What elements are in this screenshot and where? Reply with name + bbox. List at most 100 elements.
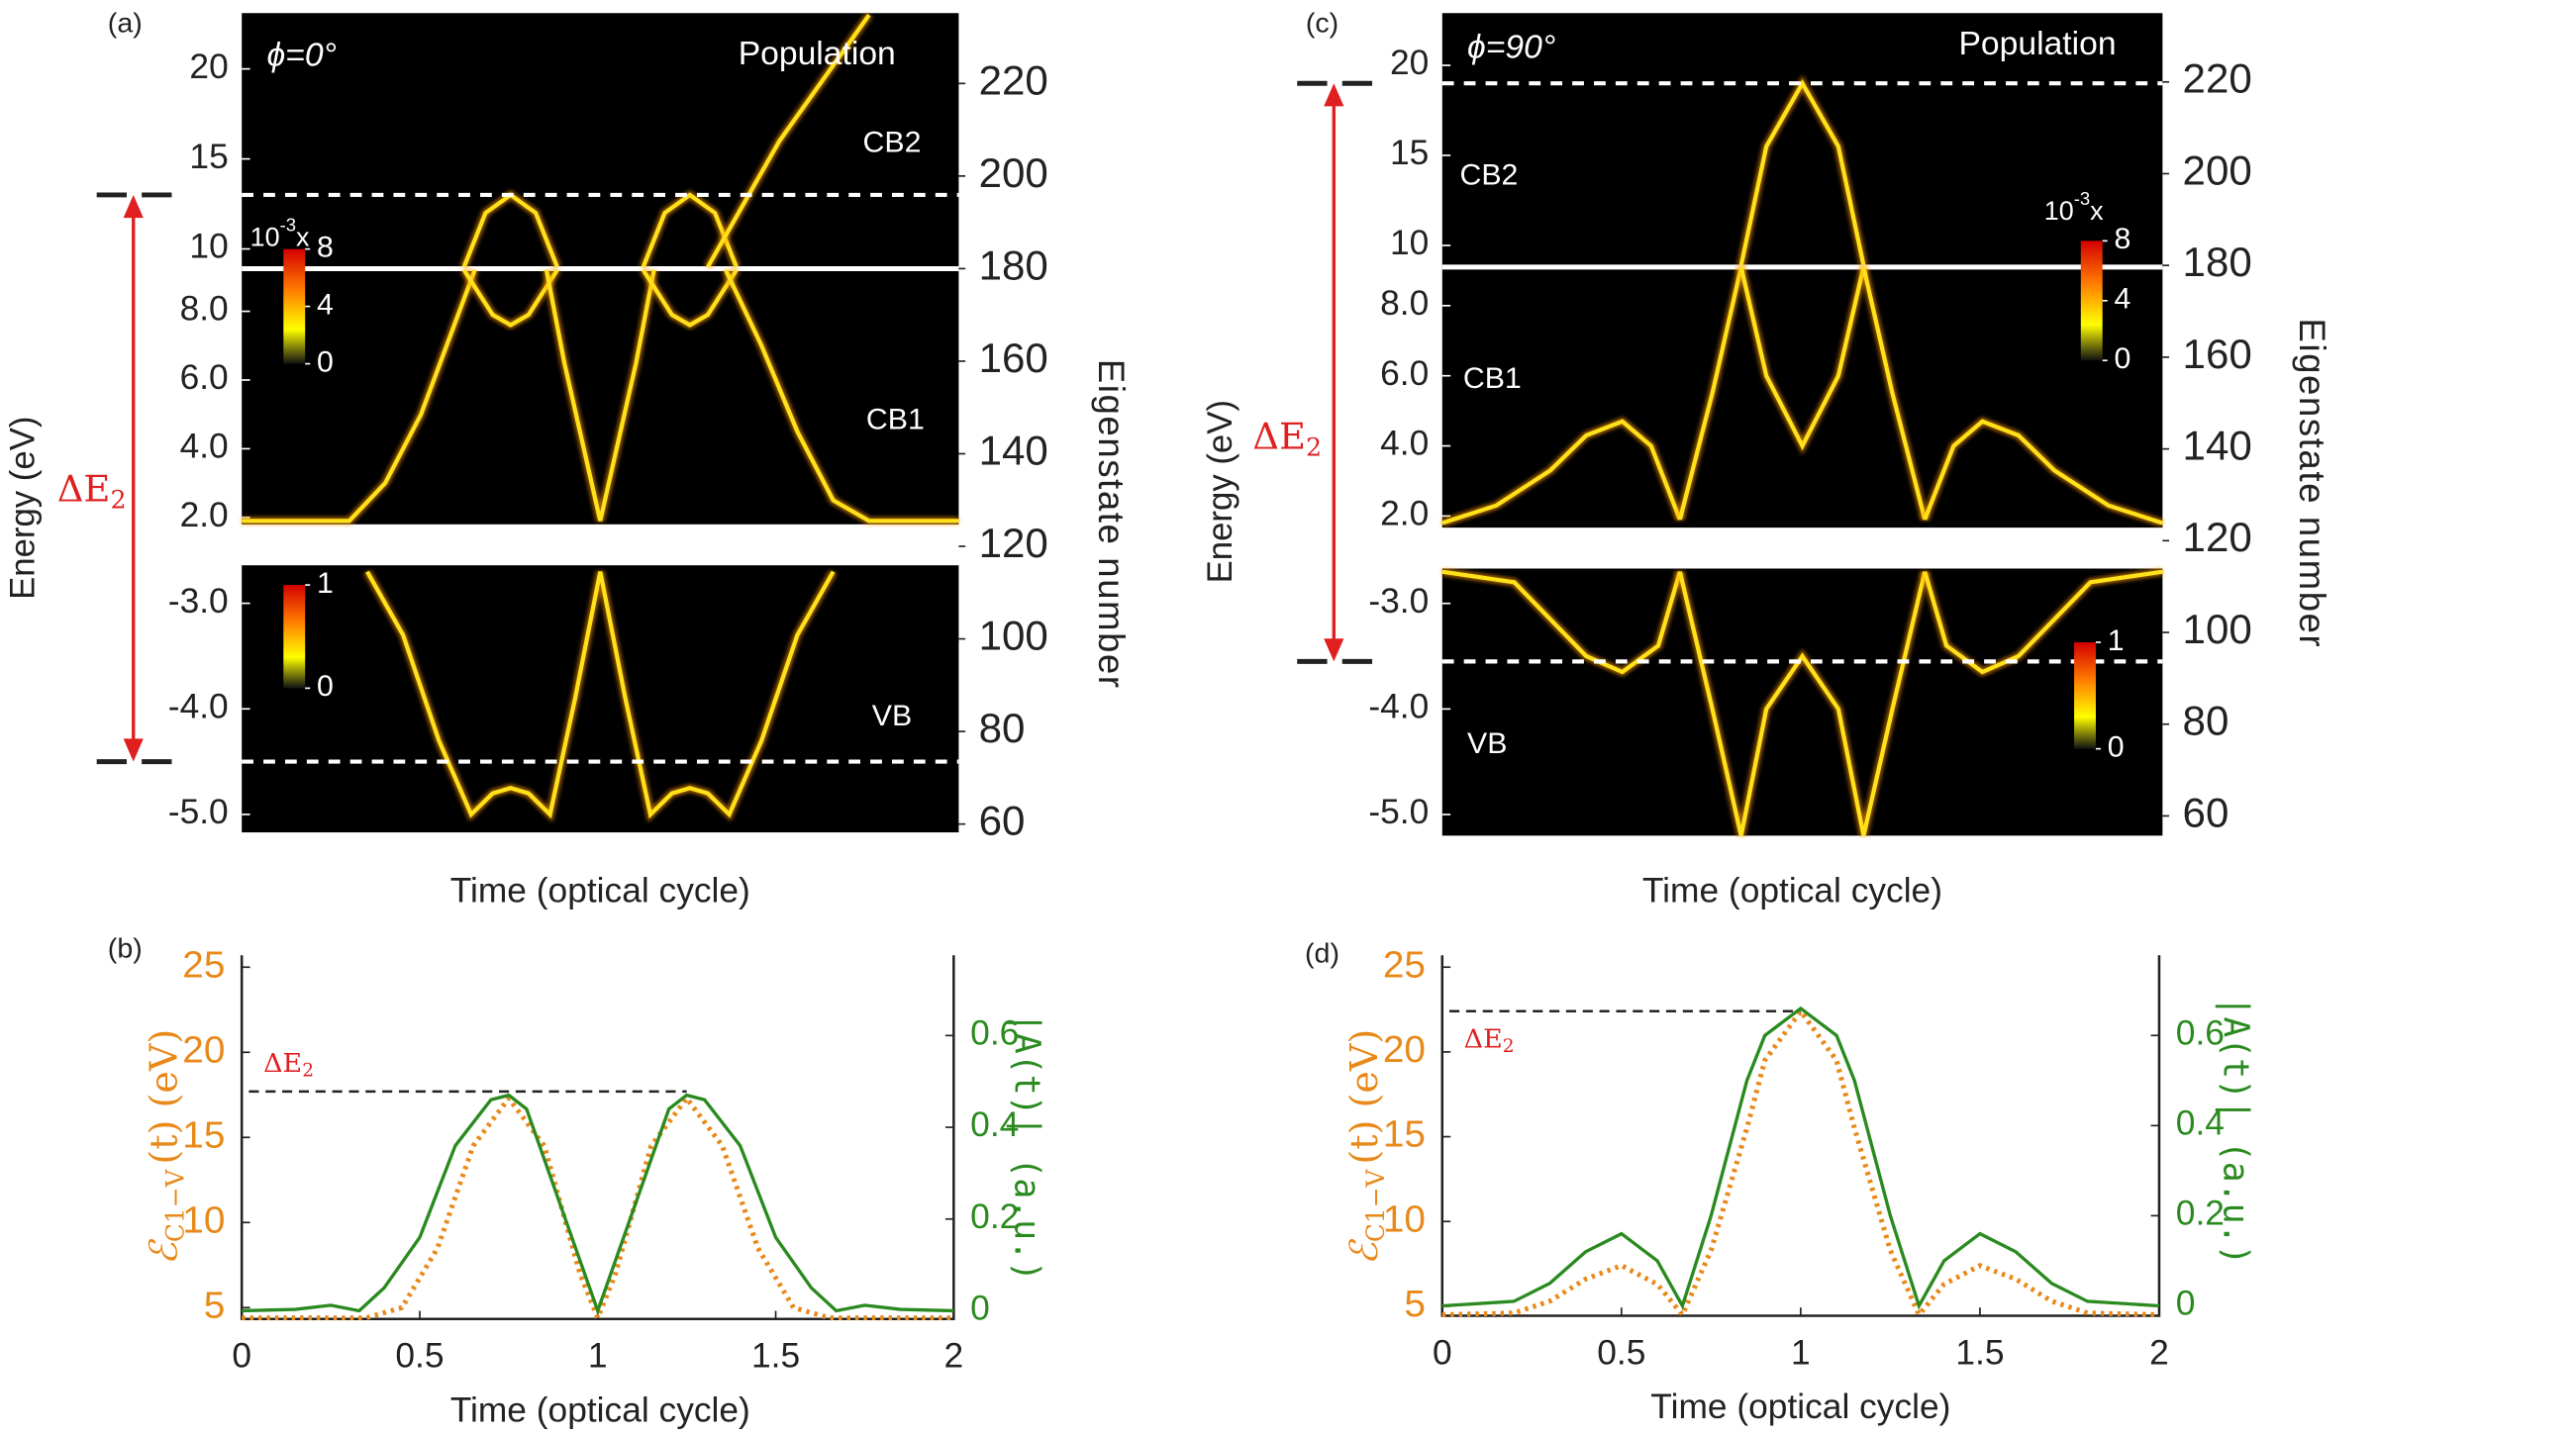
x-tick-label: 1 [1791, 1334, 1811, 1373]
population-trace [1441, 419, 1682, 526]
y-tick-label: 2.0 [180, 496, 229, 534]
colorbar-scale: 10-3x [250, 214, 311, 251]
series-line [242, 1093, 954, 1316]
x-tick-label: 1 [588, 1337, 608, 1376]
y-tick-label: 10 [1390, 224, 1429, 262]
y2-tick-label: 100 [2183, 606, 2252, 652]
series-line [1441, 1006, 2160, 1310]
series-line [1441, 1006, 2160, 1320]
delta-label: ΔE2 [1252, 415, 1322, 461]
y-tick-label: 15 [1390, 134, 1429, 172]
y2-tick-label: 100 [979, 613, 1048, 659]
population-trace [1923, 419, 2163, 526]
colorbar-scale-part: x [296, 223, 310, 252]
y2-tick-label: 200 [979, 149, 1048, 196]
delta-label-part: ΔE [1464, 1023, 1503, 1054]
y2-tick-label: 0.4 [970, 1106, 1019, 1145]
y2-tick-label: 60 [2183, 790, 2229, 836]
delta-label-part: ΔE [263, 1048, 302, 1079]
population-trace [1441, 569, 1682, 675]
y2-tick-label: 200 [2183, 147, 2252, 194]
y-axis-label-part: ℰ [142, 1238, 186, 1265]
y2-tick-label: 220 [979, 57, 1048, 104]
y2-tick-label: 0.2 [970, 1198, 1019, 1236]
y-axis-label-part: (t) (eV) [1342, 1029, 1387, 1165]
y-tick-label: 15 [189, 138, 228, 176]
x-tick-label: 2 [2149, 1334, 2169, 1373]
x-axis-label: Time (optical cycle) [1642, 872, 1942, 910]
colorbar-scale-part: x [2090, 196, 2104, 226]
y-axis-label: ℰC1−V (t) (eV) [1342, 1029, 1390, 1265]
y2-tick-label: 80 [979, 705, 1026, 751]
y-tick-label: -5.0 [1368, 793, 1429, 831]
colorbar [2074, 642, 2096, 749]
y-axis-label-part: ℰ [1342, 1238, 1387, 1265]
colorbar-tick-label: 4 [2114, 283, 2130, 316]
colorbar-tick-label: 0 [317, 670, 334, 703]
colorbar-scale-part: -3 [280, 214, 296, 235]
population-trace [365, 570, 836, 819]
delta-label-part: ΔE [57, 467, 111, 510]
y2-tick-label: 160 [979, 335, 1048, 381]
delta-label-part: 2 [1503, 1036, 1515, 1057]
colorbar [2080, 240, 2103, 361]
y2-tick-label: 140 [2183, 423, 2252, 469]
x-axis-label: Time (optical cycle) [450, 1391, 750, 1430]
y-tick-label: 4.0 [1380, 425, 1429, 463]
y-tick-label: 15 [1383, 1113, 1426, 1156]
y-tick-label: 6.0 [1380, 354, 1429, 393]
x-tick-label: 1.5 [751, 1337, 800, 1376]
colorbar [283, 585, 306, 689]
y-axis-label: Energy (eV) [3, 417, 42, 600]
band-label: VB [1467, 727, 1507, 760]
panel-label: (a) [108, 7, 143, 39]
series-line [242, 1094, 954, 1325]
y-axis-label-part: C1−V [160, 1169, 189, 1242]
band-label: VB [872, 700, 912, 732]
y2-tick-label: 120 [979, 520, 1048, 566]
population-trace [1923, 569, 2163, 675]
x-tick-label: 0.5 [395, 1337, 444, 1376]
population-trace [641, 268, 739, 328]
y-tick-label: 20 [189, 48, 228, 86]
delta-label: ΔE2 [263, 1048, 314, 1081]
y2-tick-label: 0.6 [970, 1014, 1019, 1053]
colorbar-tick-label: 1 [2108, 624, 2125, 657]
population-trace [641, 192, 739, 268]
y-tick-label: -4.0 [1368, 688, 1429, 726]
y-tick-label: -4.0 [168, 688, 229, 726]
population-trace [706, 13, 871, 268]
x-tick-label: 0 [232, 1337, 251, 1376]
colorbar-scale-part: 10 [250, 223, 280, 252]
panel-title: ϕ=0° [266, 38, 337, 74]
y2-tick-label: 140 [979, 428, 1048, 474]
population-label: Population [739, 36, 896, 72]
y-tick-label: 25 [182, 944, 225, 987]
colorbar-tick-label: 4 [317, 289, 334, 322]
y-tick-label: 20 [182, 1029, 225, 1072]
panel-title: ϕ=90° [1467, 30, 1555, 66]
delta-label-part: 2 [110, 485, 126, 514]
x-axis-label: Time (optical cycle) [450, 872, 750, 910]
y-tick-label: 25 [1383, 944, 1426, 987]
colorbar-scale-part: 10 [2044, 196, 2074, 226]
delta-label-part: 2 [1306, 432, 1322, 461]
band-label: CB2 [863, 127, 922, 159]
y-tick-label: -3.0 [168, 582, 229, 621]
y2-tick-label: 180 [979, 242, 1048, 289]
y2-tick-label: 0 [2176, 1285, 2196, 1323]
y-tick-label: 15 [182, 1114, 225, 1157]
y-tick-label: 8.0 [1380, 284, 1429, 323]
x-tick-label: 1.5 [1955, 1334, 2004, 1373]
panel-label: (b) [108, 933, 143, 965]
y2-tick-label: 160 [2183, 331, 2252, 377]
y2-tick-label: 120 [2183, 515, 2252, 561]
y2-axis-label: |A(t)| (a.u.) [1007, 1012, 1047, 1282]
y-axis-label-part: (t) (eV) [142, 1029, 186, 1165]
population-trace [724, 269, 959, 524]
band-label: CB1 [866, 404, 925, 436]
y2-tick-label: 0.2 [2176, 1195, 2225, 1233]
plot-background [242, 565, 959, 833]
y-axis-label: Energy (eV) [1201, 400, 1239, 583]
band-label: CB1 [1463, 362, 1522, 395]
